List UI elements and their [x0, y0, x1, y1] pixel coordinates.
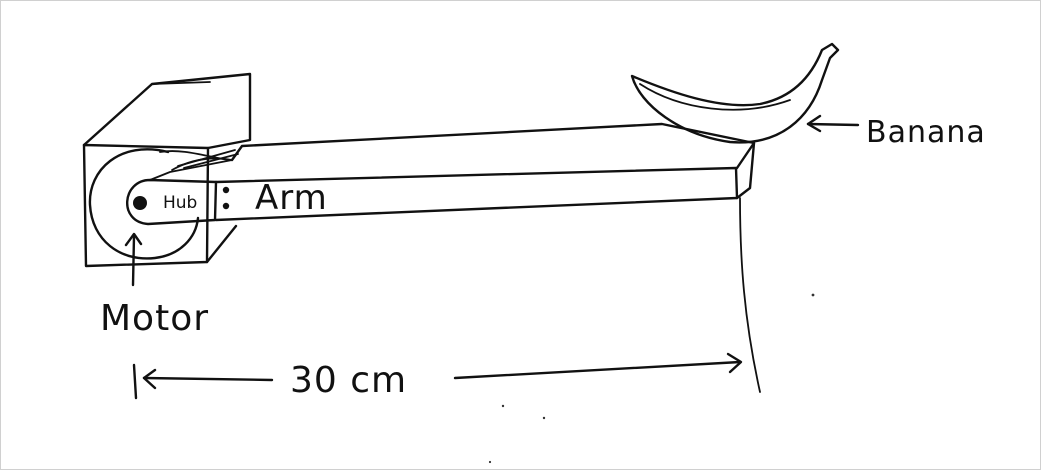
table-edge — [739, 197, 761, 393]
motor-arrow — [124, 232, 143, 287]
hub — [126, 159, 233, 226]
arm — [171, 122, 756, 222]
distance-label: 30 cm — [290, 360, 407, 401]
hub-label: Hub — [163, 193, 197, 213]
banana-label: Banana — [866, 115, 986, 150]
hub-pivot-dot — [133, 196, 147, 210]
arm-label: Arm — [255, 178, 328, 218]
motor-label: Motor — [100, 298, 209, 339]
distance-dimension — [132, 352, 743, 400]
banana — [630, 42, 840, 144]
motor-box — [82, 72, 252, 268]
banana-arrow — [806, 114, 860, 133]
